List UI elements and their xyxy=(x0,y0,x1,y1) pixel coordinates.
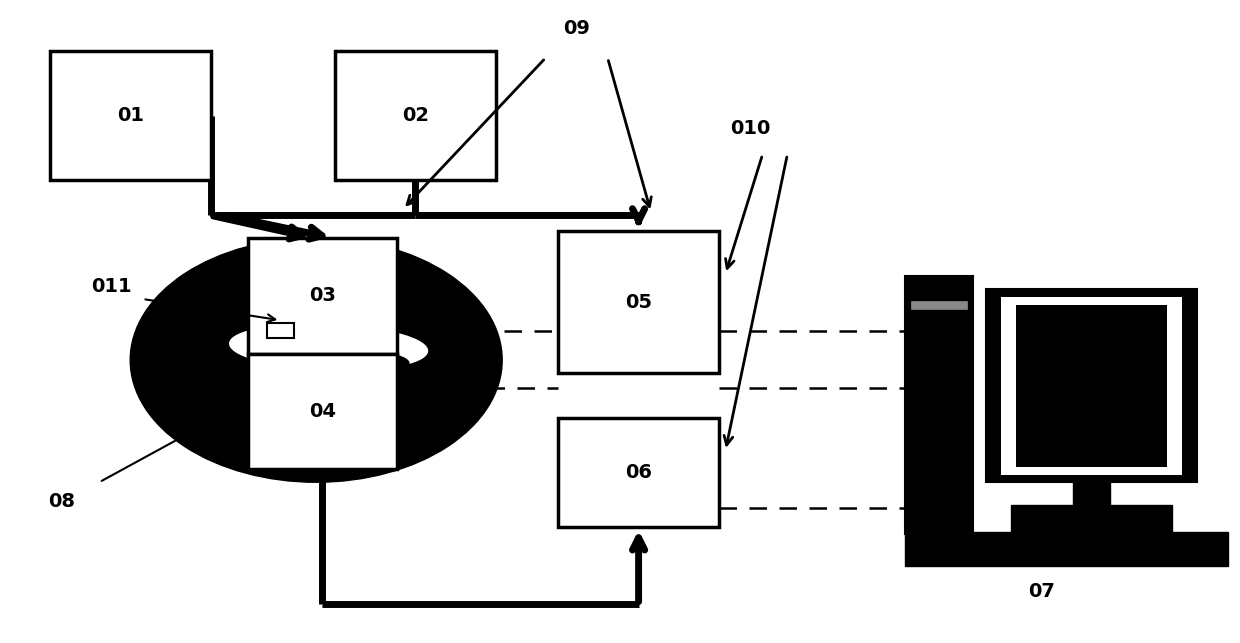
Ellipse shape xyxy=(229,313,403,329)
Bar xyxy=(267,323,294,338)
Text: 09: 09 xyxy=(563,19,590,39)
Text: 010: 010 xyxy=(730,119,770,138)
Bar xyxy=(335,51,496,180)
Bar xyxy=(905,532,1228,566)
Bar xyxy=(1016,305,1167,467)
Bar xyxy=(905,276,973,534)
Bar xyxy=(558,231,719,373)
Bar xyxy=(1011,505,1172,534)
Ellipse shape xyxy=(254,338,353,363)
Bar xyxy=(248,238,397,354)
Text: 05: 05 xyxy=(625,293,652,312)
Text: 03: 03 xyxy=(309,286,336,305)
Text: 02: 02 xyxy=(402,106,429,125)
Bar xyxy=(911,301,967,309)
Bar xyxy=(558,418,719,527)
Bar xyxy=(1001,297,1182,475)
Ellipse shape xyxy=(316,337,391,359)
Ellipse shape xyxy=(248,350,409,383)
Bar xyxy=(1073,482,1110,508)
Text: 08: 08 xyxy=(48,492,76,511)
Bar xyxy=(986,289,1197,482)
Text: 04: 04 xyxy=(309,402,336,421)
Text: 01: 01 xyxy=(117,106,144,125)
Ellipse shape xyxy=(229,324,428,370)
Text: 06: 06 xyxy=(625,463,652,482)
Text: 011: 011 xyxy=(92,276,131,296)
Bar xyxy=(50,51,211,180)
Bar xyxy=(248,354,397,469)
Text: 07: 07 xyxy=(1028,582,1055,601)
Ellipse shape xyxy=(130,238,502,482)
